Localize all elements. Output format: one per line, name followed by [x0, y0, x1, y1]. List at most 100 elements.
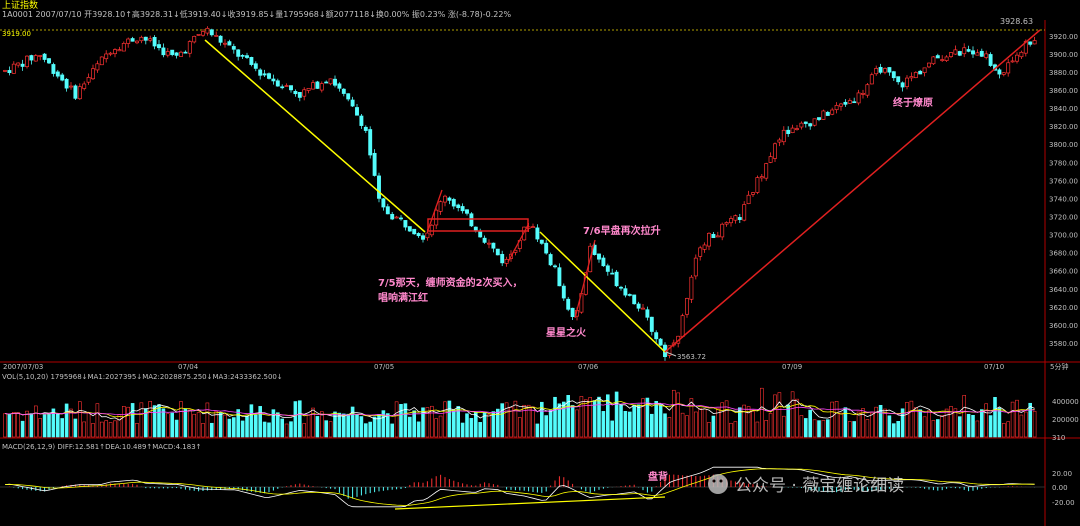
- candle-body: [456, 204, 461, 209]
- candle-body: [359, 115, 364, 126]
- candle-body: [416, 233, 421, 237]
- date-label-0: 2007/07/03: [3, 363, 43, 371]
- candle-body: [773, 143, 777, 159]
- volume-bar: [451, 410, 456, 438]
- volume-bar: [944, 408, 949, 438]
- volume-bar: [280, 418, 285, 438]
- candle-body: [425, 232, 430, 239]
- volume-bar: [1010, 401, 1015, 438]
- volume-bar: [104, 420, 108, 438]
- candle-body: [821, 110, 826, 120]
- volume-bar: [95, 403, 100, 438]
- candle-body: [403, 220, 408, 228]
- candle-body: [29, 55, 34, 61]
- volume-bar: [636, 404, 641, 438]
- volume-bar: [495, 408, 500, 438]
- volume-bar: [504, 402, 509, 438]
- candle-body: [812, 118, 817, 126]
- candle-body: [742, 204, 747, 221]
- candle-body: [808, 123, 813, 127]
- candle-body: [350, 99, 355, 107]
- volume-bar: [500, 403, 505, 438]
- candle-body: [165, 51, 170, 56]
- candle-body: [368, 129, 373, 156]
- candle-body: [223, 42, 227, 45]
- volume-bar: [73, 418, 78, 438]
- price-tick-label: 3900.00: [1049, 51, 1078, 59]
- candle-body: [830, 109, 835, 115]
- volume-bar: [623, 411, 628, 438]
- volume-bar: [240, 420, 245, 438]
- volume-bar: [588, 397, 593, 438]
- annotation-text-5: 盘背: [648, 470, 668, 483]
- candle-body: [636, 303, 641, 309]
- volume-bar: [152, 405, 157, 438]
- candle-body: [847, 100, 852, 104]
- watermark-text: 公众号 · 薇宝缠论细读: [735, 476, 904, 496]
- candle-body: [201, 31, 205, 36]
- candle-body: [95, 63, 100, 71]
- candle-body: [874, 68, 879, 75]
- candle-body: [16, 62, 21, 66]
- volume-bar: [548, 409, 553, 438]
- candle-body: [253, 63, 258, 69]
- volume-bar: [166, 413, 170, 438]
- date-label-2: 07/05: [374, 363, 394, 371]
- volume-bar: [456, 406, 461, 438]
- volume-bar: [302, 423, 307, 438]
- info-line: 1A0001 2007/07/10 开3928.10↑高3928.31↓低391…: [2, 9, 511, 19]
- annotation-text-1a: 7/5那天，缠师资金的2次买入，: [378, 276, 523, 289]
- candle-body: [113, 49, 117, 55]
- candle-body: [746, 194, 751, 205]
- volume-bar: [645, 397, 650, 438]
- candle-body: [777, 139, 782, 143]
- volume-bar: [33, 405, 38, 438]
- macd-tick-2: -20.00: [1052, 499, 1075, 507]
- candle-body: [1015, 54, 1019, 62]
- candle-body: [192, 36, 197, 43]
- candle-body: [918, 70, 923, 75]
- volume-bar: [319, 411, 324, 438]
- candle-body: [781, 129, 786, 143]
- volume-bar: [553, 396, 557, 438]
- volume-bar: [491, 411, 496, 438]
- volume-bar: [315, 416, 320, 438]
- volume-bar: [403, 403, 408, 438]
- volume-bar: [874, 406, 879, 438]
- volume-bar: [29, 413, 34, 438]
- volume-bar: [733, 421, 738, 438]
- volume-bar: [764, 420, 769, 438]
- candle-body: [966, 49, 971, 52]
- volume-bar: [82, 421, 86, 438]
- price-tick-label: 3720.00: [1049, 214, 1078, 222]
- candle-body: [311, 82, 315, 90]
- candle-body: [764, 163, 769, 179]
- candle-body: [883, 68, 887, 73]
- watermark: 公众号 · 薇宝缠论细读: [708, 474, 904, 496]
- candle-body: [623, 288, 628, 296]
- volume-bar: [680, 412, 685, 438]
- candle-body: [412, 228, 417, 235]
- volume-bar: [971, 414, 975, 438]
- volume-bar: [135, 423, 139, 438]
- volume-bar: [7, 414, 12, 438]
- candle-body: [755, 177, 760, 193]
- volume-bar: [412, 410, 417, 438]
- volume-bar: [803, 418, 808, 438]
- date-label-3: 07/06: [578, 363, 599, 371]
- volume-bar: [51, 408, 56, 438]
- volume-bar: [161, 408, 166, 438]
- volume-bar: [993, 397, 997, 438]
- volume-bar: [698, 408, 703, 438]
- volume-bar: [570, 405, 575, 438]
- volume-bar: [1028, 402, 1032, 438]
- volume-bar: [64, 403, 69, 438]
- candle-body: [1019, 51, 1024, 58]
- volume-bar: [918, 409, 923, 438]
- candle-body: [786, 129, 791, 134]
- volume-bar: [438, 415, 443, 438]
- volume-bar: [649, 413, 654, 438]
- volume-bar: [962, 395, 967, 438]
- candle-body: [557, 267, 562, 287]
- volume-bar: [328, 421, 333, 438]
